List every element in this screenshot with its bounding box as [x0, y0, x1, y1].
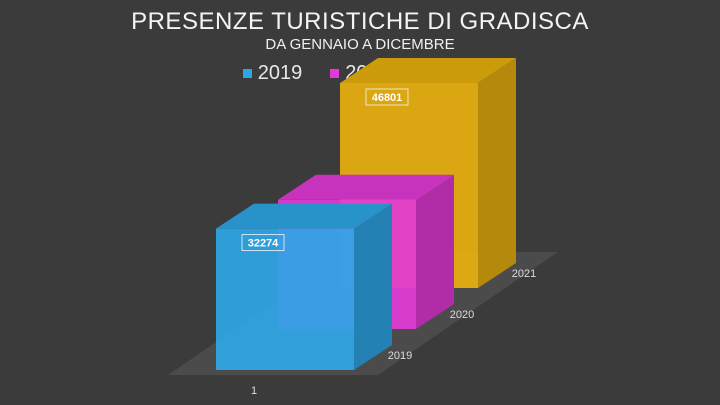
bar-top-2021	[340, 58, 516, 83]
bar-front-2019	[216, 228, 354, 370]
bar-2019: 32274	[216, 203, 392, 370]
depth-label-2020: 2020	[450, 309, 474, 321]
data-label-box-2021	[365, 88, 409, 106]
depth-label-2019: 2019	[388, 350, 412, 362]
bar-side-2020	[416, 174, 454, 329]
chart-subtitle: DA GENNAIO A DICEMBRE	[265, 36, 455, 53]
bar-top-2020	[278, 174, 454, 200]
bar-side-2019	[354, 203, 392, 370]
legend-swatch-2020	[330, 69, 340, 78]
depth-label-2021: 2021	[512, 268, 536, 280]
category-label: 1	[251, 385, 257, 397]
data-label-2021: 46801	[372, 92, 403, 104]
legend-swatch-2019	[242, 69, 252, 78]
chart-title: PRESENZE TURISTICHE DI GRADISCA	[131, 8, 589, 35]
data-label-2019: 32274	[248, 238, 279, 250]
depth-labels-group: 2019 2020 2021	[388, 268, 536, 362]
bars-group: 468012950732274	[216, 58, 516, 370]
bar-side-2021	[478, 58, 516, 288]
legend-label-2019: 2019	[257, 62, 303, 84]
bar-top-2019	[216, 203, 392, 229]
data-label-box-2019	[241, 234, 285, 252]
legend-item-2019: 2019	[242, 62, 303, 85]
